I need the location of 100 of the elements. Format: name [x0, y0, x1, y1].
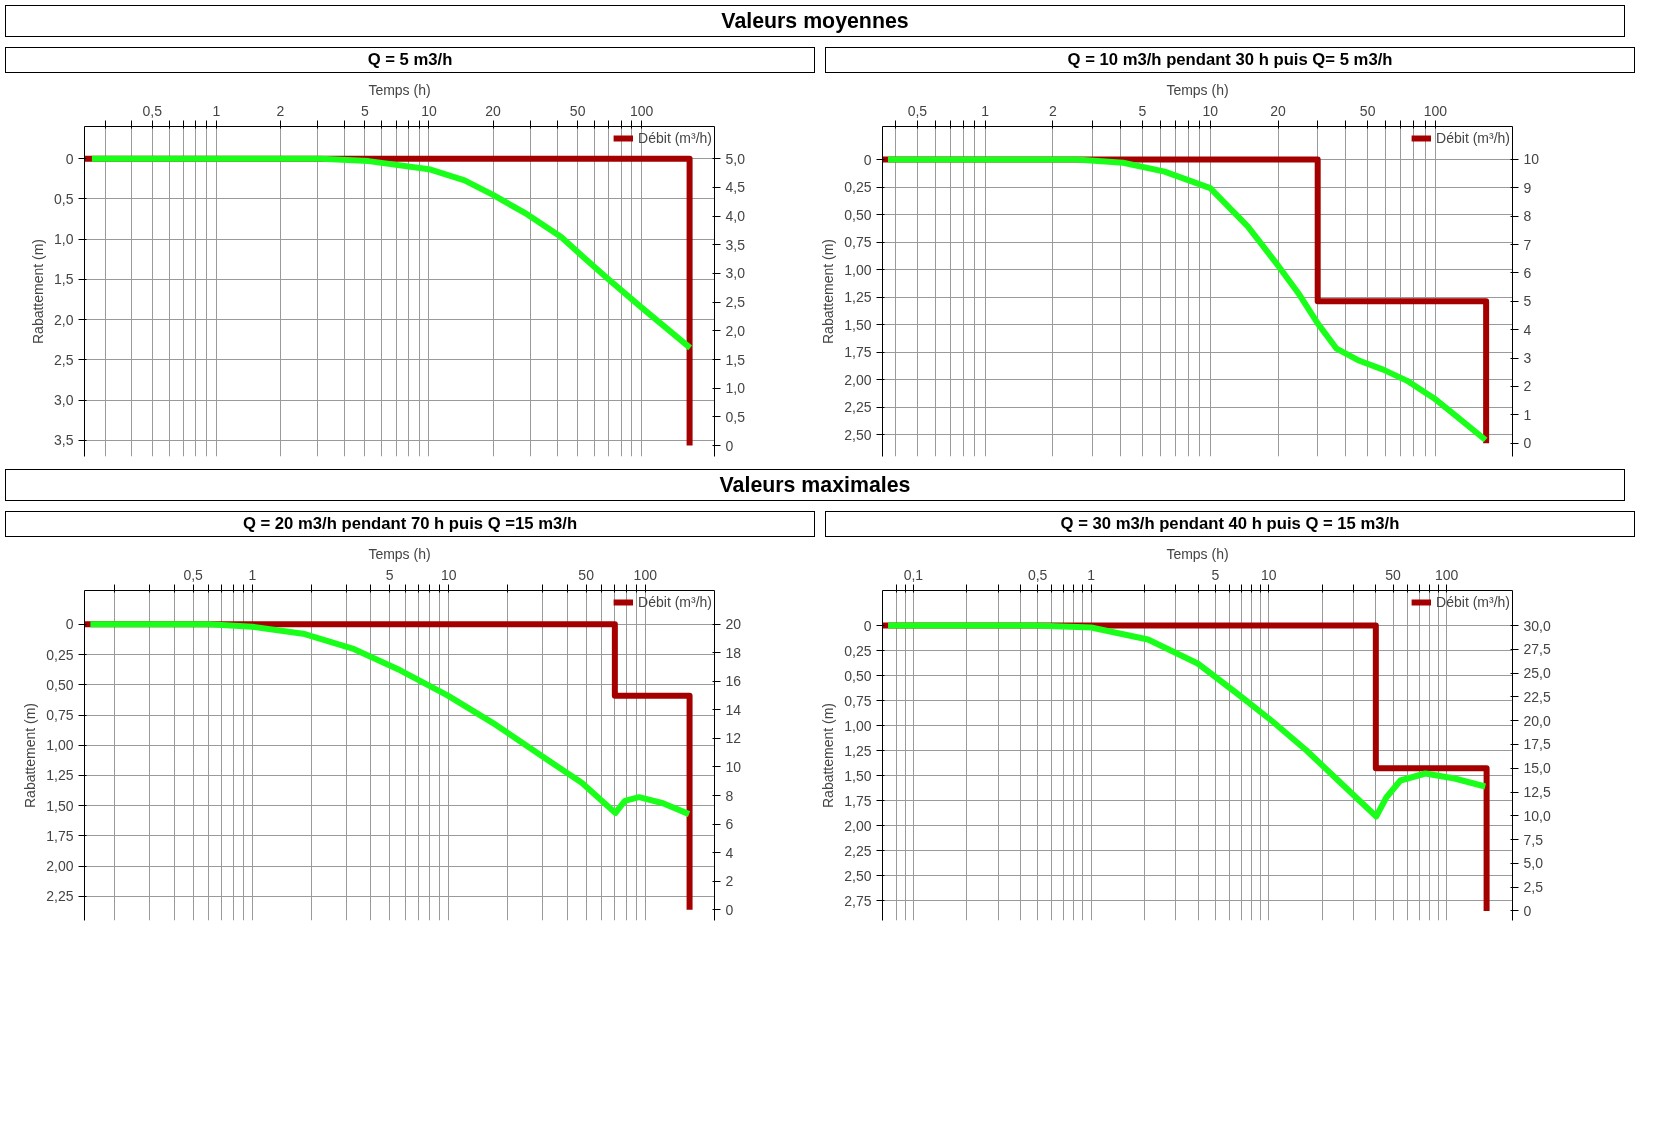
- y-tick-label: 1,75: [844, 792, 872, 809]
- y2-tick-label: 0: [725, 901, 734, 918]
- text: Valeurs moyennes: [721, 8, 909, 35]
- y2-tick-label: 10: [725, 758, 742, 775]
- y2-tick-label: 3,0: [725, 265, 746, 282]
- x-tick-label: 100: [629, 102, 654, 119]
- x-tick-label: 10: [1261, 566, 1277, 583]
- x-tick-label: 0,1: [903, 566, 924, 583]
- y2-tick-label: 1: [1523, 406, 1532, 423]
- x-axis-title: Temps (h): [368, 81, 431, 98]
- y-tick-label: 3,0: [54, 392, 74, 409]
- x-tick-label: 100: [633, 566, 658, 583]
- y2-tick-label: 7: [1523, 236, 1532, 253]
- y-tick-label: 2,00: [844, 817, 872, 834]
- chart-subtitle: Q = 5 m3/h: [367, 49, 453, 71]
- y2-tick-label: 12: [725, 730, 742, 747]
- y-tick-label: 2,00: [46, 858, 74, 875]
- y-tick-label: 0,75: [844, 692, 872, 709]
- y-tick-label: 1,0: [54, 231, 74, 248]
- y-tick-label: 1,75: [46, 827, 74, 844]
- y2-tick-label: 1,5: [725, 351, 746, 368]
- y-tick-label: 2,25: [844, 399, 872, 415]
- y2-tick-label: 6: [725, 816, 734, 833]
- legend-label: Débit (m³/h): [1436, 594, 1510, 610]
- x-tick-label: 0,5: [1027, 566, 1048, 583]
- x-axis-title: Temps (h): [1166, 81, 1229, 98]
- y2-tick-label: 0: [725, 437, 734, 454]
- y2-tick-label: 5,0: [1523, 855, 1544, 872]
- y-tick-label: 2,0: [54, 311, 74, 328]
- x-tick-label: 10: [421, 102, 437, 119]
- y2-tick-label: 15,0: [1523, 760, 1551, 777]
- x-tick-label: 1: [212, 102, 221, 119]
- x-tick-label: 1: [981, 102, 990, 119]
- y-tick-label: 1,50: [844, 767, 872, 784]
- legend-label: Débit (m³/h): [638, 130, 712, 146]
- y2-tick-label: 2: [1523, 378, 1532, 395]
- y2-tick-label: 2,0: [725, 322, 746, 339]
- y-tick-label: 0: [863, 151, 872, 168]
- x-tick-label: 10: [1202, 102, 1219, 119]
- y-tick-label: 2,00: [844, 371, 872, 388]
- y-tick-label: 0: [65, 150, 74, 167]
- y-tick-label: 0,25: [46, 646, 74, 663]
- y-axis-title: Rabattement (m): [30, 238, 47, 345]
- y-tick-label: 0,25: [844, 642, 872, 659]
- y-tick-label: 1,50: [46, 797, 74, 814]
- y2-tick-label: 3: [1523, 350, 1532, 367]
- y-tick-label: 0,50: [844, 667, 872, 684]
- y-tick-label: 2,25: [46, 888, 74, 905]
- y-tick-label: 1,25: [844, 289, 872, 305]
- y-tick-label: 0,50: [844, 206, 872, 223]
- y-tick-label: 2,75: [844, 892, 872, 909]
- y2-tick-label: 20,0: [1523, 712, 1551, 729]
- y2-tick-label: 6: [1523, 264, 1532, 281]
- x-tick-label: 5: [385, 566, 394, 583]
- y-tick-label: 0,75: [844, 234, 872, 250]
- x-tick-label: 5: [361, 102, 370, 119]
- y-tick-label: 2,25: [844, 842, 872, 859]
- x-tick-label: 50: [578, 566, 595, 583]
- y-tick-label: 2,50: [844, 867, 872, 884]
- y-tick-label: 3,5: [54, 432, 74, 449]
- x-tick-label: 0,5: [907, 102, 928, 119]
- x-tick-label: 2: [276, 102, 285, 119]
- y2-tick-label: 27,5: [1523, 641, 1551, 658]
- x-tick-label: 5: [1138, 102, 1147, 119]
- y-tick-label: 1,25: [844, 742, 872, 759]
- chart-subtitle: Q = 30 m3/h pendant 40 h puis Q = 15 m3/h: [1060, 513, 1400, 535]
- y2-tick-label: 18: [725, 644, 742, 661]
- y-tick-label: 2,50: [844, 426, 872, 443]
- y-tick-label: 1,00: [844, 261, 872, 278]
- x-tick-label: 50: [1359, 102, 1376, 119]
- y-tick-label: 2,5: [54, 351, 74, 368]
- x-tick-label: 100: [1434, 566, 1459, 583]
- text: Valeurs maximales: [719, 472, 911, 499]
- y-tick-label: 0,50: [46, 676, 74, 693]
- y2-tick-label: 3,5: [725, 236, 746, 253]
- y2-tick-label: 2,5: [1523, 879, 1544, 896]
- y-tick-label: 0,75: [46, 707, 74, 724]
- y-axis-title: Rabattement (m): [820, 238, 837, 345]
- y-tick-label: 0,25: [844, 179, 872, 195]
- y2-tick-label: 16: [725, 673, 742, 690]
- y-tick-label: 0: [863, 617, 872, 634]
- x-tick-label: 100: [1423, 102, 1448, 119]
- y-tick-label: 1,00: [46, 737, 74, 754]
- y2-tick-label: 0: [1523, 902, 1532, 919]
- y2-tick-label: 5: [1523, 293, 1532, 310]
- y-axis-title: Rabattement (m): [820, 702, 837, 809]
- y2-tick-label: 4,5: [725, 179, 746, 196]
- y2-tick-label: 4: [1523, 321, 1532, 338]
- y2-tick-label: 4: [725, 844, 734, 861]
- y-tick-label: 0: [65, 616, 74, 633]
- y-tick-label: 1,25: [46, 767, 74, 784]
- x-axis-title: Temps (h): [1166, 545, 1229, 562]
- x-tick-label: 2: [1049, 102, 1058, 119]
- y-axis-title: Rabattement (m): [22, 702, 39, 809]
- y2-tick-label: 10,0: [1523, 807, 1551, 824]
- y2-tick-label: 2,5: [725, 294, 746, 311]
- y2-tick-label: 14: [725, 701, 742, 718]
- x-tick-label: 50: [1385, 566, 1402, 583]
- x-tick-label: 5: [1211, 566, 1220, 583]
- y2-tick-label: 7,5: [1523, 831, 1544, 848]
